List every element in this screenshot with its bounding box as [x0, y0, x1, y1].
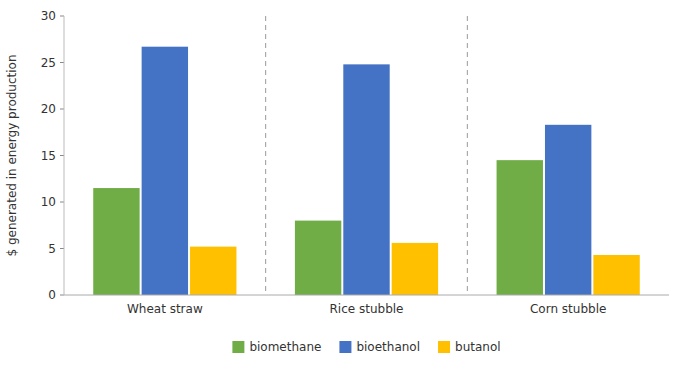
y-axis-line	[64, 16, 65, 295]
x-axis-line	[64, 295, 669, 296]
bar	[343, 64, 389, 295]
chart: 0 5 10 15 20 25 30 $ generated in energy produc…	[0, 0, 685, 369]
legend-label: biomethane	[249, 340, 321, 354]
x-tick-label: Corn stubble	[530, 302, 606, 316]
y-tick-label: 20	[41, 102, 56, 116]
legend-label: bioethanol	[356, 340, 420, 354]
legend-swatch	[232, 341, 244, 353]
y-tick-label: 30	[41, 9, 56, 23]
legend-swatch	[438, 341, 450, 353]
y-axis-label: $ generated in energy production	[5, 54, 19, 256]
y-tick-label: 5	[48, 242, 56, 256]
bar	[142, 47, 188, 295]
bar	[295, 221, 341, 295]
y-tick-label: 15	[41, 149, 56, 163]
legend: biomethane bioethanol butanol	[232, 340, 500, 354]
legend-item: butanol	[438, 340, 501, 354]
bar	[93, 188, 139, 295]
y-axis: 0 5 10 15 20 25 30	[41, 9, 64, 302]
bars	[93, 47, 640, 295]
y-tick-label: 10	[41, 195, 56, 209]
y-tick	[60, 202, 64, 203]
y-tick-label: 0	[48, 288, 56, 302]
bar	[593, 255, 639, 295]
group-separator	[467, 16, 468, 295]
legend-label: butanol	[455, 340, 501, 354]
x-axis: Wheat straw Rice stubble Corn stubble	[64, 295, 669, 316]
bar	[545, 125, 591, 295]
y-tick	[60, 62, 64, 63]
x-tick-label: Wheat straw	[127, 302, 203, 316]
bar	[190, 247, 236, 295]
bar	[497, 160, 543, 295]
y-tick	[60, 295, 64, 296]
y-tick	[60, 16, 64, 17]
bar	[392, 243, 438, 295]
legend-item: bioethanol	[339, 340, 420, 354]
legend-item: biomethane	[232, 340, 321, 354]
y-tick	[60, 248, 64, 249]
group-separator	[265, 16, 266, 295]
chart-container: 0 5 10 15 20 25 30 $ generated in energy produc…	[0, 0, 685, 369]
x-tick-label: Rice stubble	[330, 302, 404, 316]
y-tick	[60, 155, 64, 156]
y-tick-label: 25	[41, 56, 56, 70]
y-tick	[60, 109, 64, 110]
legend-swatch	[339, 341, 351, 353]
